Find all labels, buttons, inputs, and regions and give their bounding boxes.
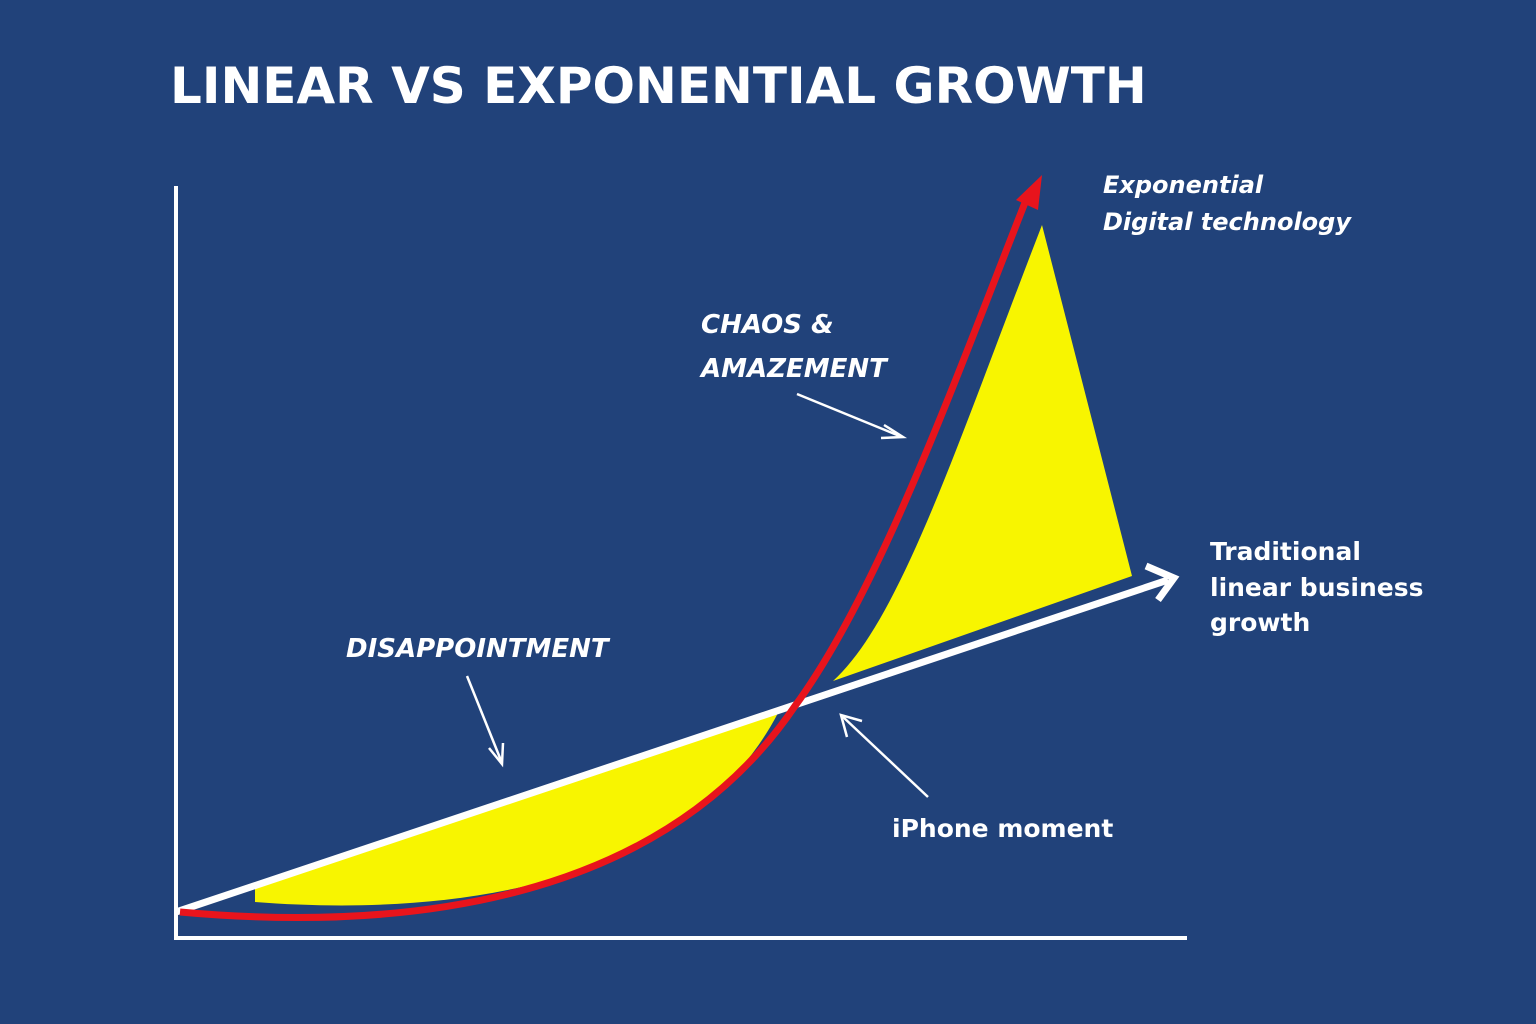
chaos-label-2: AMAZEMENT	[699, 354, 889, 384]
linear-label-1: Traditional	[1210, 537, 1361, 566]
linear-label-2: linear business	[1210, 573, 1423, 602]
gap-below	[255, 713, 778, 906]
iphone-arrow	[841, 715, 929, 798]
title: LINEAR VS EXPONENTIAL GROWTH	[170, 57, 1147, 115]
disappointment-arrowhead	[488, 742, 505, 768]
disappointment-label: DISAPPOINTMENT	[346, 634, 611, 664]
exponential-arrowhead	[1016, 175, 1042, 210]
chaos-label-1: CHAOS &	[701, 310, 834, 340]
exponential-label-2: Digital technology	[1103, 208, 1352, 236]
linear-arrowhead	[1144, 562, 1180, 603]
chaos-arrow	[796, 392, 903, 439]
iphone-label: iPhone moment	[892, 814, 1113, 843]
gap-above	[833, 225, 1132, 681]
chaos-arrowhead	[880, 423, 908, 440]
disappointment-arrow	[465, 675, 504, 764]
linear-line	[174, 576, 1170, 916]
iphone-arrowhead	[839, 713, 863, 738]
linear-label-3: growth	[1210, 608, 1310, 637]
exponential-label-1: Exponential	[1103, 171, 1264, 199]
exponential-curve	[179, 193, 1032, 921]
